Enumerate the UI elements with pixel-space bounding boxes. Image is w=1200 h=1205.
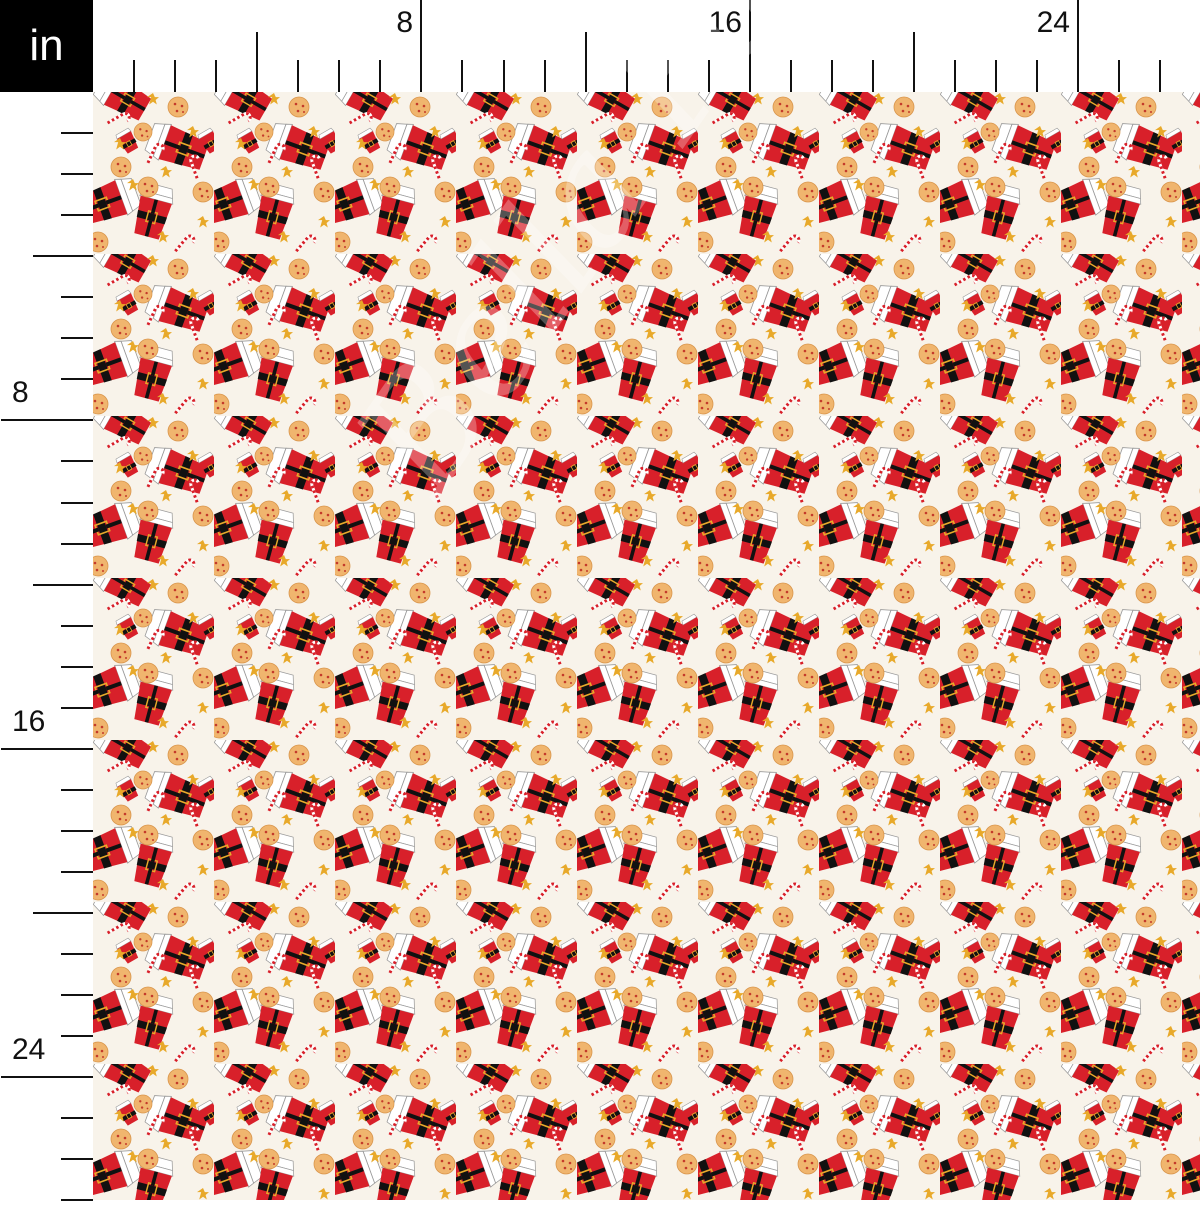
ruler-tick: [954, 60, 956, 92]
ruler-tick: [61, 543, 93, 545]
ruler-tick: [33, 912, 93, 914]
ruler-label: 8: [396, 6, 413, 39]
ruler-label: 16: [12, 705, 46, 738]
ruler-tick: [33, 584, 93, 586]
ruler-tick: [61, 953, 93, 955]
left-ruler: 8 16 24: [0, 92, 93, 1201]
fabric-pattern: [93, 92, 1200, 1200]
ruler-tick: [61, 1158, 93, 1160]
ruler-tick: [872, 60, 874, 92]
ruler-tick: [174, 60, 176, 92]
ruler-tick: [626, 60, 628, 92]
ruler-tick: [995, 60, 997, 92]
ruler-tick: [667, 60, 669, 92]
ruler-tick: [61, 132, 93, 134]
ruler-tick: [61, 214, 93, 216]
ruler-tick: [61, 1117, 93, 1119]
ruler-tick: [61, 707, 93, 709]
ruler-tick: [61, 378, 93, 380]
ruler-tick: [1077, 0, 1079, 92]
ruler-label: 16: [708, 6, 742, 39]
ruler-tick: [61, 625, 93, 627]
ruler-tick: [338, 60, 340, 92]
unit-label: in: [0, 0, 93, 92]
ruler-tick: [61, 666, 93, 668]
ruler-label: 24: [1036, 6, 1070, 39]
ruler-tick: [708, 60, 710, 92]
ruler-tick: [33, 255, 93, 257]
ruler-tick: [1118, 60, 1120, 92]
ruler-tick: [297, 60, 299, 92]
ruler-tick: [61, 1199, 93, 1201]
fabric-preview: Bella Fabrics: [93, 0, 1200, 1200]
ruler-tick: [61, 296, 93, 298]
ruler-tick: [503, 60, 505, 92]
ruler-tick: [1, 1076, 93, 1078]
ruler-tick: [1, 748, 93, 750]
ruler-tick: [61, 830, 93, 832]
ruler-tick: [61, 337, 93, 339]
ruler-tick: [749, 0, 751, 92]
ruler-tick: [379, 60, 381, 92]
ruler-tick: [61, 502, 93, 504]
ruler-tick: [831, 60, 833, 92]
ruler-label: 24: [12, 1033, 46, 1066]
ruler-tick: [790, 60, 792, 92]
ruler-tick: [913, 32, 915, 92]
ruler-tick: [1, 419, 93, 421]
ruler-tick: [1036, 60, 1038, 92]
ruler-tick: [256, 32, 258, 92]
ruler-tick: [544, 60, 546, 92]
ruler-tick: [1159, 60, 1161, 92]
ruler-label: 8: [12, 376, 29, 409]
ruler-tick: [215, 60, 217, 92]
ruler-tick: [61, 460, 93, 462]
top-ruler: 8 16 24: [93, 0, 1200, 92]
ruler-tick: [133, 60, 135, 92]
ruler-tick: [61, 871, 93, 873]
ruler-tick: [61, 173, 93, 175]
ruler-tick: [461, 60, 463, 92]
ruler-tick: [585, 32, 587, 92]
ruler-tick: [61, 994, 93, 996]
ruler-tick: [61, 789, 93, 791]
ruler-tick: [420, 0, 422, 92]
ruler-tick: [61, 1035, 93, 1037]
